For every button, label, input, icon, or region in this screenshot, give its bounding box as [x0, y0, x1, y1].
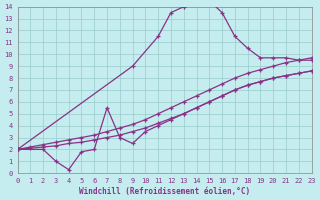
X-axis label: Windchill (Refroidissement éolien,°C): Windchill (Refroidissement éolien,°C) [79, 187, 250, 196]
